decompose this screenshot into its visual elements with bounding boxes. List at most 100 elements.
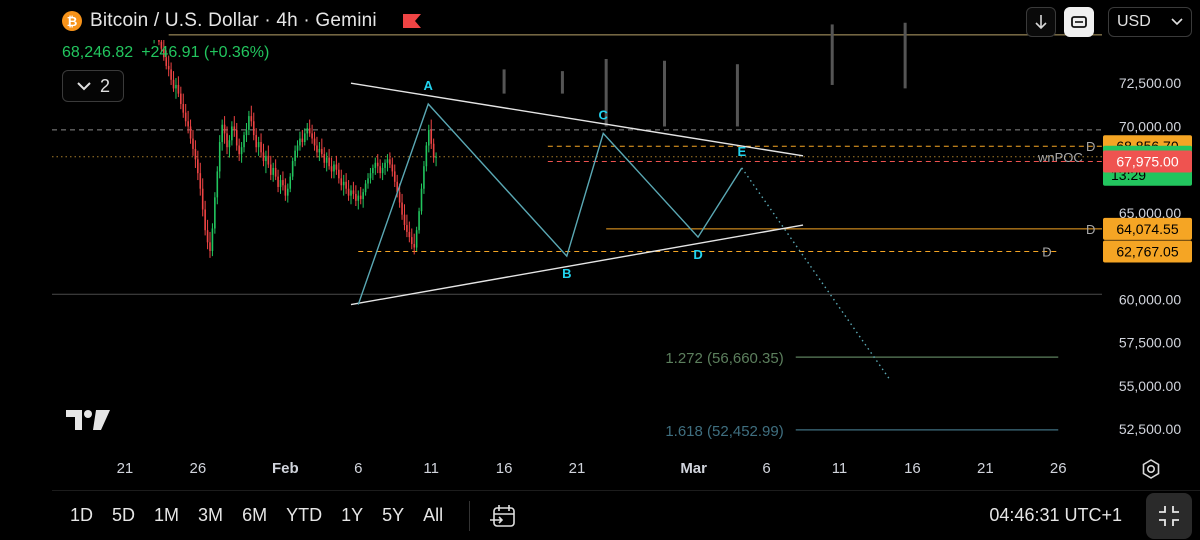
fullscreen-icon bbox=[1071, 16, 1087, 28]
x-tick-label: 6 bbox=[762, 460, 770, 477]
range-1d[interactable]: 1D bbox=[70, 505, 94, 525]
candle-body bbox=[192, 138, 194, 149]
download-button[interactable] bbox=[1026, 7, 1056, 37]
price-tag bbox=[1103, 217, 1192, 240]
range-3m[interactable]: 3M bbox=[198, 505, 224, 525]
candle-body bbox=[291, 161, 294, 177]
candle-body bbox=[160, 41, 163, 49]
settings-gear-icon[interactable] bbox=[1140, 458, 1162, 480]
level-label: wnPOC bbox=[1037, 150, 1083, 165]
x-tick-label: 11 bbox=[832, 460, 848, 477]
candle-body bbox=[406, 225, 408, 232]
range-6m[interactable]: 6M bbox=[242, 505, 268, 525]
fullscreen-button[interactable] bbox=[1064, 7, 1094, 37]
bitcoin-icon: ₿ bbox=[62, 11, 82, 31]
candle-body bbox=[182, 103, 185, 113]
session-clock[interactable]: 04:46:31 UTC+1 bbox=[989, 505, 1122, 525]
candle-body bbox=[408, 231, 411, 238]
candle-body bbox=[308, 128, 311, 134]
candle-body bbox=[415, 230, 418, 248]
wave-path bbox=[357, 102, 743, 305]
candle-body bbox=[184, 112, 187, 122]
candle-body bbox=[289, 176, 292, 189]
candle-body bbox=[301, 138, 304, 143]
candle-body bbox=[204, 209, 206, 231]
candle-body bbox=[255, 135, 257, 148]
wave-label-d: D bbox=[693, 247, 702, 262]
candle-body bbox=[235, 129, 238, 146]
candle-body bbox=[231, 126, 233, 141]
candle-body bbox=[304, 133, 306, 143]
candle-body bbox=[163, 48, 165, 58]
candle-body bbox=[403, 214, 406, 226]
candle-body bbox=[269, 164, 272, 175]
candle-body bbox=[347, 188, 350, 196]
level-label: D bbox=[1086, 222, 1095, 237]
candle-body bbox=[362, 192, 364, 200]
candle-body bbox=[228, 140, 231, 148]
candle-body bbox=[391, 164, 394, 172]
candle-body bbox=[379, 166, 381, 174]
candle-body bbox=[435, 156, 437, 158]
candle-body bbox=[262, 152, 265, 162]
currency-select[interactable]: USD bbox=[1108, 7, 1192, 37]
candle-body bbox=[299, 138, 301, 146]
candle-body bbox=[199, 173, 202, 189]
candle-body bbox=[211, 228, 214, 251]
range-5y[interactable]: 5Y bbox=[382, 505, 405, 525]
candle-body bbox=[355, 193, 357, 201]
candle-body bbox=[209, 242, 211, 251]
candle-body bbox=[197, 159, 199, 174]
x-tick-label: Feb bbox=[272, 460, 299, 477]
candle-body bbox=[165, 57, 168, 66]
y-tick-label: 72,500.00 bbox=[1119, 75, 1181, 91]
range-1m[interactable]: 1M bbox=[154, 505, 180, 525]
candle-body bbox=[218, 142, 221, 172]
candle-body bbox=[335, 164, 338, 170]
price-tag-label: 64,074.55 bbox=[1116, 221, 1178, 237]
go-to-date-button[interactable] bbox=[469, 500, 518, 531]
last-price: 68,246.82 bbox=[62, 44, 134, 61]
candle-body bbox=[175, 84, 177, 89]
range-all[interactable]: All bbox=[423, 505, 444, 525]
candle-body bbox=[364, 183, 367, 193]
collapse-button[interactable] bbox=[1146, 493, 1192, 539]
range-5d[interactable]: 5D bbox=[112, 505, 136, 525]
chevron-down-icon bbox=[77, 82, 91, 91]
candle-body bbox=[333, 164, 335, 172]
candle-body bbox=[245, 129, 248, 136]
candle-body bbox=[381, 167, 384, 174]
candle-body bbox=[316, 145, 318, 153]
candle-body bbox=[189, 126, 192, 139]
candle-body bbox=[238, 145, 240, 155]
red-flag-icon[interactable] bbox=[402, 14, 421, 28]
candle-body bbox=[376, 162, 379, 167]
candle-body bbox=[267, 155, 270, 165]
legend-toggle-button[interactable]: 2 bbox=[62, 70, 124, 102]
symbol-title[interactable]: Bitcoin / U.S. Dollar · 4h · Gemini bbox=[90, 10, 377, 31]
x-tick-label: 6 bbox=[354, 460, 362, 477]
candle-body bbox=[328, 157, 330, 167]
candle-body bbox=[323, 154, 326, 163]
chart-header: ₿ Bitcoin / U.S. Dollar · 4h · Gemini bbox=[62, 10, 421, 32]
candle-body bbox=[369, 173, 372, 179]
candle-body bbox=[432, 143, 435, 158]
candle-body bbox=[156, 33, 158, 36]
collapse-arrows-icon bbox=[1159, 506, 1179, 526]
price-tag-label: 62,767.05 bbox=[1116, 244, 1178, 260]
tradingview-logo-icon bbox=[66, 410, 110, 430]
candle-body bbox=[423, 166, 425, 189]
candle-body bbox=[321, 148, 323, 155]
candle-body bbox=[279, 180, 282, 187]
y-tick-label: 52,500.00 bbox=[1119, 421, 1181, 437]
x-tick-label: 21 bbox=[977, 460, 994, 477]
candle-body bbox=[340, 178, 343, 186]
range-ytd[interactable]: YTD bbox=[286, 505, 323, 525]
candle-body bbox=[177, 84, 180, 94]
range-1y[interactable]: 1Y bbox=[341, 505, 364, 525]
x-tick-label: 21 bbox=[569, 460, 586, 477]
price-tag-label: 67,975.00 bbox=[1116, 153, 1178, 169]
projection-line bbox=[741, 167, 892, 382]
candle-body bbox=[398, 192, 401, 203]
